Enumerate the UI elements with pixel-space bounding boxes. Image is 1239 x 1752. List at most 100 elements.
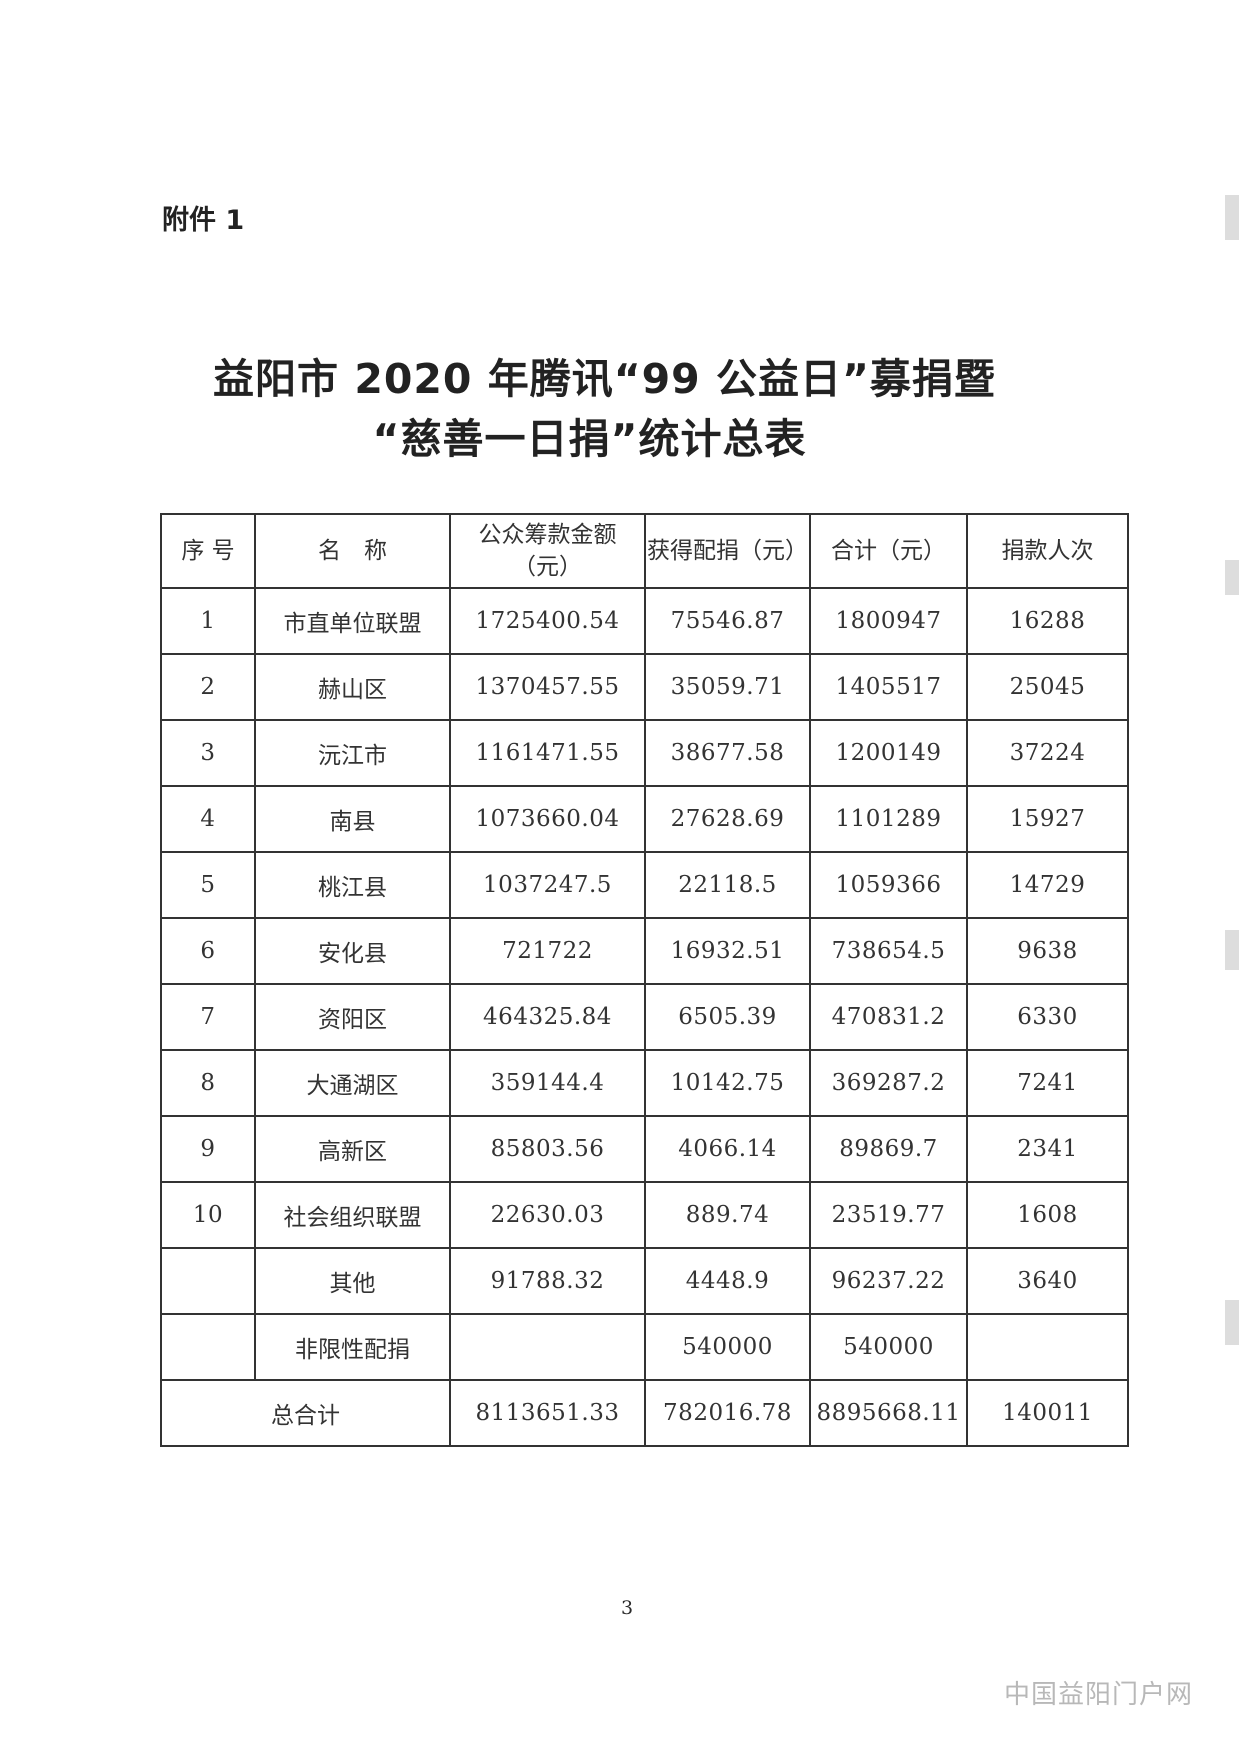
cell-name: 安化县 — [254, 917, 451, 985]
cell-donors: 14729 — [966, 851, 1129, 919]
header-name: 名 称 — [254, 513, 451, 589]
cell-name: 非限性配捐 — [254, 1313, 451, 1381]
total-cell-total: 8895668.11 — [809, 1379, 968, 1447]
cell-no: 7 — [160, 983, 256, 1051]
table-row: 1 市直单位联盟 1725400.54 75546.87 1800947 16288 — [160, 587, 1129, 655]
cell-match: 22118.5 — [644, 851, 811, 919]
cell-public: 85803.56 — [449, 1115, 646, 1183]
cell-total: 1059366 — [809, 851, 968, 919]
cell-match: 4066.14 — [644, 1115, 811, 1183]
cell-donors: 15927 — [966, 785, 1129, 853]
cell-donors: 1608 — [966, 1181, 1129, 1249]
scan-artifact — [1225, 1300, 1239, 1345]
table-row: 8 大通湖区 359144.4 10142.75 369287.2 7241 — [160, 1049, 1129, 1117]
cell-total: 470831.2 — [809, 983, 968, 1051]
cell-match: 6505.39 — [644, 983, 811, 1051]
table-row: 2 赫山区 1370457.55 35059.71 1405517 25045 — [160, 653, 1129, 721]
header-public: 公众筹款金额（元） — [449, 513, 646, 589]
cell-name: 其他 — [254, 1247, 451, 1315]
cell-donors: 2341 — [966, 1115, 1129, 1183]
table-row: 7 资阳区 464325.84 6505.39 470831.2 6330 — [160, 983, 1129, 1051]
page-number: 3 — [621, 1597, 634, 1619]
cell-public: 1370457.55 — [449, 653, 646, 721]
cell-public: 1073660.04 — [449, 785, 646, 853]
cell-match: 540000 — [644, 1313, 811, 1381]
cell-match: 27628.69 — [644, 785, 811, 853]
cell-match: 35059.71 — [644, 653, 811, 721]
cell-public: 1161471.55 — [449, 719, 646, 787]
document-title-line1: 益阳市 2020 年腾讯“99 公益日”募捐暨 — [213, 355, 996, 403]
cell-donors: 25045 — [966, 653, 1129, 721]
cell-no: 9 — [160, 1115, 256, 1183]
cell-total: 738654.5 — [809, 917, 968, 985]
cell-match: 4448.9 — [644, 1247, 811, 1315]
scan-artifact — [1225, 560, 1239, 595]
cell-donors: 37224 — [966, 719, 1129, 787]
cell-match: 38677.58 — [644, 719, 811, 787]
total-cell-donors: 140011 — [966, 1379, 1129, 1447]
cell-no — [160, 1247, 256, 1315]
document-title-line2: “慈善一日捐”统计总表 — [372, 415, 807, 463]
cell-match: 10142.75 — [644, 1049, 811, 1117]
cell-no: 8 — [160, 1049, 256, 1117]
table-header-row: 序 号 名 称 公众筹款金额（元） 获得配捐（元） 合计（元） 捐款人次 — [160, 513, 1129, 589]
header-match: 获得配捐（元） — [644, 513, 811, 589]
cell-name: 沅江市 — [254, 719, 451, 787]
cell-donors — [966, 1313, 1129, 1381]
cell-total: 89869.7 — [809, 1115, 968, 1183]
cell-total: 1200149 — [809, 719, 968, 787]
cell-total: 369287.2 — [809, 1049, 968, 1117]
cell-no — [160, 1313, 256, 1381]
cell-total: 96237.22 — [809, 1247, 968, 1315]
table-row: 6 安化县 721722 16932.51 738654.5 9638 — [160, 917, 1129, 985]
cell-name: 大通湖区 — [254, 1049, 451, 1117]
cell-donors: 9638 — [966, 917, 1129, 985]
cell-name: 桃江县 — [254, 851, 451, 919]
cell-name: 社会组织联盟 — [254, 1181, 451, 1249]
header-donors: 捐款人次 — [966, 513, 1129, 589]
table-row: 其他 91788.32 4448.9 96237.22 3640 — [160, 1247, 1129, 1315]
table-row: 9 高新区 85803.56 4066.14 89869.7 2341 — [160, 1115, 1129, 1183]
cell-total: 1101289 — [809, 785, 968, 853]
scan-artifact — [1225, 930, 1239, 970]
cell-match: 16932.51 — [644, 917, 811, 985]
cell-donors: 7241 — [966, 1049, 1129, 1117]
cell-public: 359144.4 — [449, 1049, 646, 1117]
total-cell-label: 总合计 — [160, 1379, 451, 1447]
cell-name: 市直单位联盟 — [254, 587, 451, 655]
cell-public: 1725400.54 — [449, 587, 646, 655]
cell-public — [449, 1313, 646, 1381]
table-row: 3 沅江市 1161471.55 38677.58 1200149 37224 — [160, 719, 1129, 787]
cell-no: 5 — [160, 851, 256, 919]
table-row: 4 南县 1073660.04 27628.69 1101289 15927 — [160, 785, 1129, 853]
cell-public: 91788.32 — [449, 1247, 646, 1315]
cell-name: 南县 — [254, 785, 451, 853]
cell-total: 540000 — [809, 1313, 968, 1381]
cell-public: 464325.84 — [449, 983, 646, 1051]
total-cell-match: 782016.78 — [644, 1379, 811, 1447]
table-row: 5 桃江县 1037247.5 22118.5 1059366 14729 — [160, 851, 1129, 919]
cell-no: 6 — [160, 917, 256, 985]
watermark: 中国益阳门户网 — [1004, 1680, 1194, 1710]
table-row: 非限性配捐 540000 540000 — [160, 1313, 1129, 1381]
cell-total: 23519.77 — [809, 1181, 968, 1249]
cell-donors: 6330 — [966, 983, 1129, 1051]
cell-name: 高新区 — [254, 1115, 451, 1183]
cell-no: 2 — [160, 653, 256, 721]
total-cell-public: 8113651.33 — [449, 1379, 646, 1447]
cell-no: 10 — [160, 1181, 256, 1249]
table-row: 10 社会组织联盟 22630.03 889.74 23519.77 1608 — [160, 1181, 1129, 1249]
attachment-label: 附件 1 — [162, 205, 245, 236]
cell-name: 资阳区 — [254, 983, 451, 1051]
cell-donors: 3640 — [966, 1247, 1129, 1315]
donation-summary-table: 序 号 名 称 公众筹款金额（元） 获得配捐（元） 合计（元） 捐款人次 1 市直… — [160, 513, 1129, 1447]
header-total: 合计（元） — [809, 513, 968, 589]
cell-public: 1037247.5 — [449, 851, 646, 919]
cell-donors: 16288 — [966, 587, 1129, 655]
scan-artifact — [1225, 195, 1239, 240]
cell-public: 22630.03 — [449, 1181, 646, 1249]
cell-no: 3 — [160, 719, 256, 787]
cell-total: 1800947 — [809, 587, 968, 655]
header-no: 序 号 — [160, 513, 256, 589]
cell-total: 1405517 — [809, 653, 968, 721]
